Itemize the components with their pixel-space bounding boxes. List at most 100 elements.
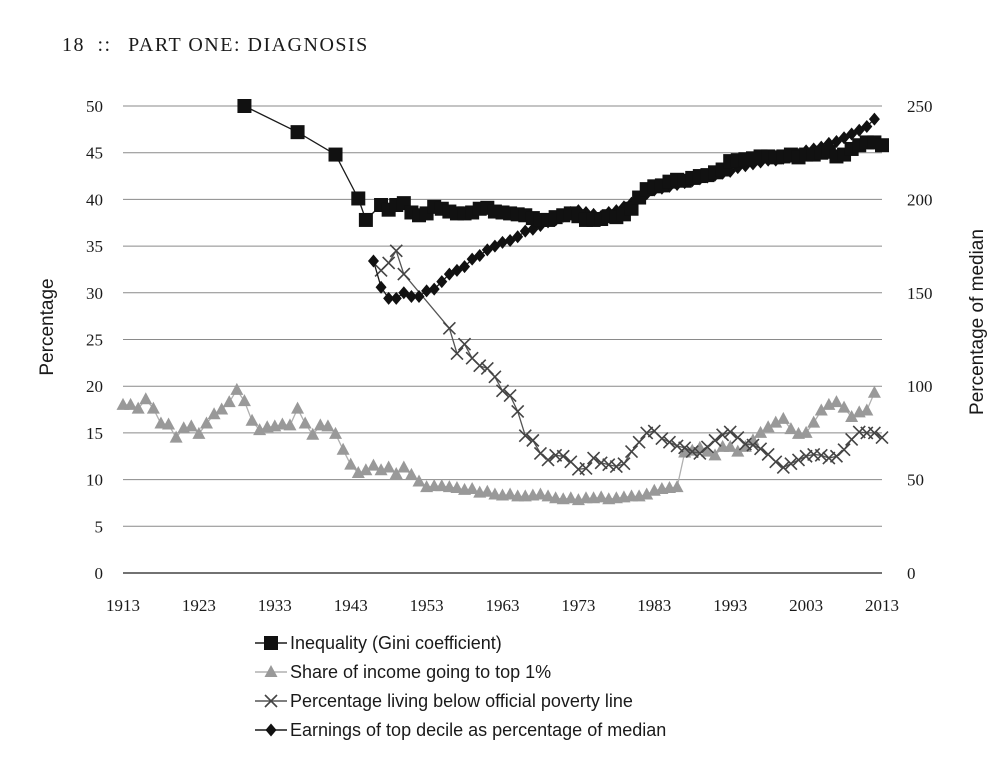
- data-point-marker: [662, 435, 677, 449]
- left-axis-ticks: 0 5 10 15 20 25 30 35 40 45 50: [86, 97, 103, 583]
- data-point-marker: [670, 480, 684, 493]
- data-point-marker: [459, 260, 471, 274]
- gridlines: [123, 105, 882, 574]
- data-point-marker: [389, 244, 403, 258]
- data-point-marker: [264, 694, 278, 708]
- data-point-marker: [503, 487, 517, 500]
- marker-stroke: [723, 425, 737, 439]
- data-point-marker: [495, 384, 510, 398]
- data-point-marker: [640, 487, 654, 500]
- data-point-marker: [207, 407, 221, 420]
- data-point-marker: [579, 461, 593, 475]
- marker-stroke: [617, 457, 631, 471]
- marker-stroke: [731, 431, 745, 445]
- data-point-marker: [708, 433, 722, 447]
- data-point-marker: [413, 290, 425, 304]
- data-point-marker: [366, 458, 380, 471]
- data-point-marker: [457, 337, 472, 351]
- data-point-marker: [421, 284, 433, 298]
- marker-stroke: [389, 244, 403, 258]
- data-point-marker: [131, 401, 145, 414]
- y-axis-title-right: Percentage of median: [967, 229, 988, 415]
- legend-item: Share of income going to top 1%: [255, 662, 551, 682]
- marker-stroke: [541, 453, 555, 467]
- data-point-marker: [776, 411, 790, 424]
- data-point-marker: [814, 403, 828, 416]
- data-point-marker: [264, 636, 278, 650]
- data-point-marker: [799, 425, 813, 438]
- series-line: [123, 388, 875, 501]
- y-tick-label-left: 50: [86, 97, 103, 116]
- data-point-marker: [837, 443, 851, 457]
- right-axis-ticks: 0 50 100 150 200 250: [907, 97, 933, 583]
- data-point-marker: [861, 120, 873, 134]
- data-point-marker: [829, 395, 843, 408]
- data-point-marker: [799, 449, 813, 463]
- data-point-marker: [708, 448, 722, 461]
- marker-stroke: [488, 370, 502, 384]
- y-tick-label-right: 200: [907, 190, 933, 209]
- data-point-marker: [329, 426, 343, 439]
- y-tick-label-right: 0: [907, 564, 916, 583]
- marker-stroke: [716, 428, 730, 442]
- marker-stroke: [526, 433, 540, 447]
- data-point-marker: [731, 444, 745, 457]
- x-tick-label: 1943: [334, 596, 368, 615]
- data-point-marker: [503, 388, 517, 403]
- y-tick-label-left: 20: [86, 377, 103, 396]
- legend-label: Earnings of top decile as percentage of …: [290, 720, 666, 740]
- marker-stroke: [670, 439, 684, 453]
- marker-stroke: [738, 437, 752, 451]
- marker-stroke: [503, 388, 517, 403]
- data-point-marker: [124, 397, 138, 410]
- data-point-marker: [723, 425, 737, 439]
- data-point-marker: [265, 723, 277, 737]
- marker-stroke: [609, 459, 623, 474]
- data-point-marker: [814, 448, 828, 462]
- series-triangle: [116, 382, 881, 506]
- header-separator: ::: [97, 34, 112, 56]
- data-point-marker: [602, 458, 616, 472]
- data-point-marker: [215, 402, 229, 415]
- legend-item: Earnings of top decile as percentage of …: [255, 720, 666, 740]
- data-point-marker: [397, 460, 411, 473]
- marker-stroke: [382, 256, 396, 270]
- data-point-marker: [512, 230, 524, 244]
- marker-stroke: [549, 448, 563, 462]
- data-point-marker: [518, 429, 532, 443]
- data-point-marker: [685, 445, 699, 459]
- y-tick-label-right: 250: [907, 97, 933, 116]
- data-point-marker: [184, 419, 198, 432]
- data-point-marker: [199, 416, 213, 429]
- legend-label: Inequality (Gini coefficient): [290, 633, 502, 653]
- data-point-marker: [640, 426, 654, 440]
- data-point-marker: [162, 417, 176, 430]
- data-point-marker: [321, 419, 335, 432]
- data-point-marker: [192, 426, 206, 439]
- section-title: PART ONE: DIAGNOSIS: [128, 34, 369, 56]
- data-point-marker: [624, 445, 639, 459]
- y-tick-label-right: 50: [907, 471, 924, 490]
- data-point-marker: [837, 400, 851, 413]
- data-point-marker: [784, 422, 798, 435]
- x-tick-label: 1963: [486, 596, 520, 615]
- x-tick-label: 1913: [106, 596, 140, 615]
- data-point-marker: [306, 427, 320, 440]
- marker-stroke: [533, 446, 548, 461]
- y-tick-label-left: 35: [86, 237, 103, 256]
- data-point-marker: [359, 463, 373, 476]
- marker-stroke: [799, 449, 813, 463]
- marker-stroke: [518, 429, 532, 443]
- data-point-marker: [344, 457, 358, 470]
- data-point-marker: [382, 256, 396, 270]
- data-point-marker: [784, 457, 798, 471]
- data-point-marker: [860, 403, 874, 416]
- marker-stroke: [678, 441, 692, 455]
- x-tick-label: 2013: [865, 596, 899, 615]
- y-tick-label-left: 40: [86, 190, 103, 209]
- y-axis-title-left: Percentage: [37, 278, 58, 375]
- running-head: 18 :: PART ONE: DIAGNOSIS: [62, 34, 369, 57]
- data-point-marker: [237, 394, 251, 407]
- marker-stroke: [579, 461, 593, 475]
- data-point-marker: [533, 487, 547, 500]
